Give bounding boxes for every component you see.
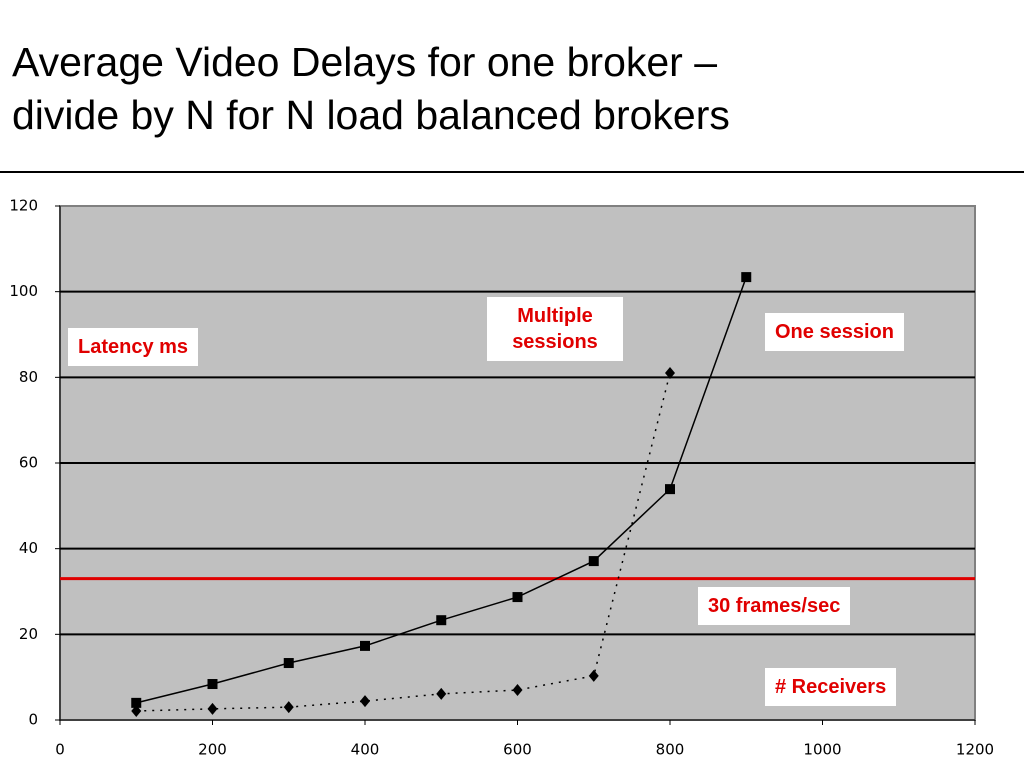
x-tick-label: 0 bbox=[55, 741, 65, 759]
x-tick-label: 1000 bbox=[803, 741, 841, 759]
y-tick-label: 40 bbox=[19, 539, 38, 557]
y-tick-label: 20 bbox=[19, 625, 38, 643]
marker bbox=[665, 367, 675, 380]
series-line bbox=[136, 372, 671, 712]
marker bbox=[512, 684, 523, 697]
y-tick-label: 60 bbox=[19, 454, 38, 472]
marker bbox=[588, 556, 599, 567]
marker bbox=[207, 702, 218, 715]
y-axis-label: Latency ms bbox=[68, 328, 199, 366]
marker bbox=[131, 697, 142, 708]
title-line: Average Video Delays for one broker – bbox=[12, 39, 718, 85]
y-tick-label: 100 bbox=[9, 282, 38, 300]
x-axis-label: # Receivers bbox=[765, 668, 897, 706]
y-tick-label: 120 bbox=[9, 197, 38, 215]
y-tick-label: 80 bbox=[19, 368, 38, 386]
marker bbox=[283, 701, 294, 714]
marker bbox=[436, 615, 447, 626]
x-tick-label: 800 bbox=[656, 741, 685, 759]
marker bbox=[360, 640, 370, 651]
x-tick-label: 1200 bbox=[956, 741, 994, 759]
marker bbox=[283, 658, 294, 669]
series-label: One session bbox=[765, 313, 904, 351]
marker bbox=[207, 679, 218, 690]
y-tick-label: 0 bbox=[28, 711, 38, 729]
marker bbox=[741, 272, 752, 283]
marker bbox=[588, 669, 599, 682]
marker bbox=[512, 592, 523, 603]
series-label: Multiple sessions bbox=[487, 297, 623, 361]
title-line: divide by N for N load balanced brokers bbox=[12, 92, 730, 138]
x-tick-label: 200 bbox=[198, 741, 227, 759]
marker bbox=[360, 695, 370, 708]
marker bbox=[665, 484, 675, 495]
x-tick-label: 400 bbox=[351, 741, 380, 759]
marker bbox=[131, 705, 142, 718]
divider bbox=[0, 171, 1024, 173]
plot-layer bbox=[131, 272, 752, 718]
x-tick-label: 600 bbox=[503, 741, 532, 759]
reference-label: 30 frames/sec bbox=[698, 587, 851, 625]
slide-title: Average Video Delays for one broker – di… bbox=[12, 36, 730, 142]
marker bbox=[436, 687, 447, 700]
